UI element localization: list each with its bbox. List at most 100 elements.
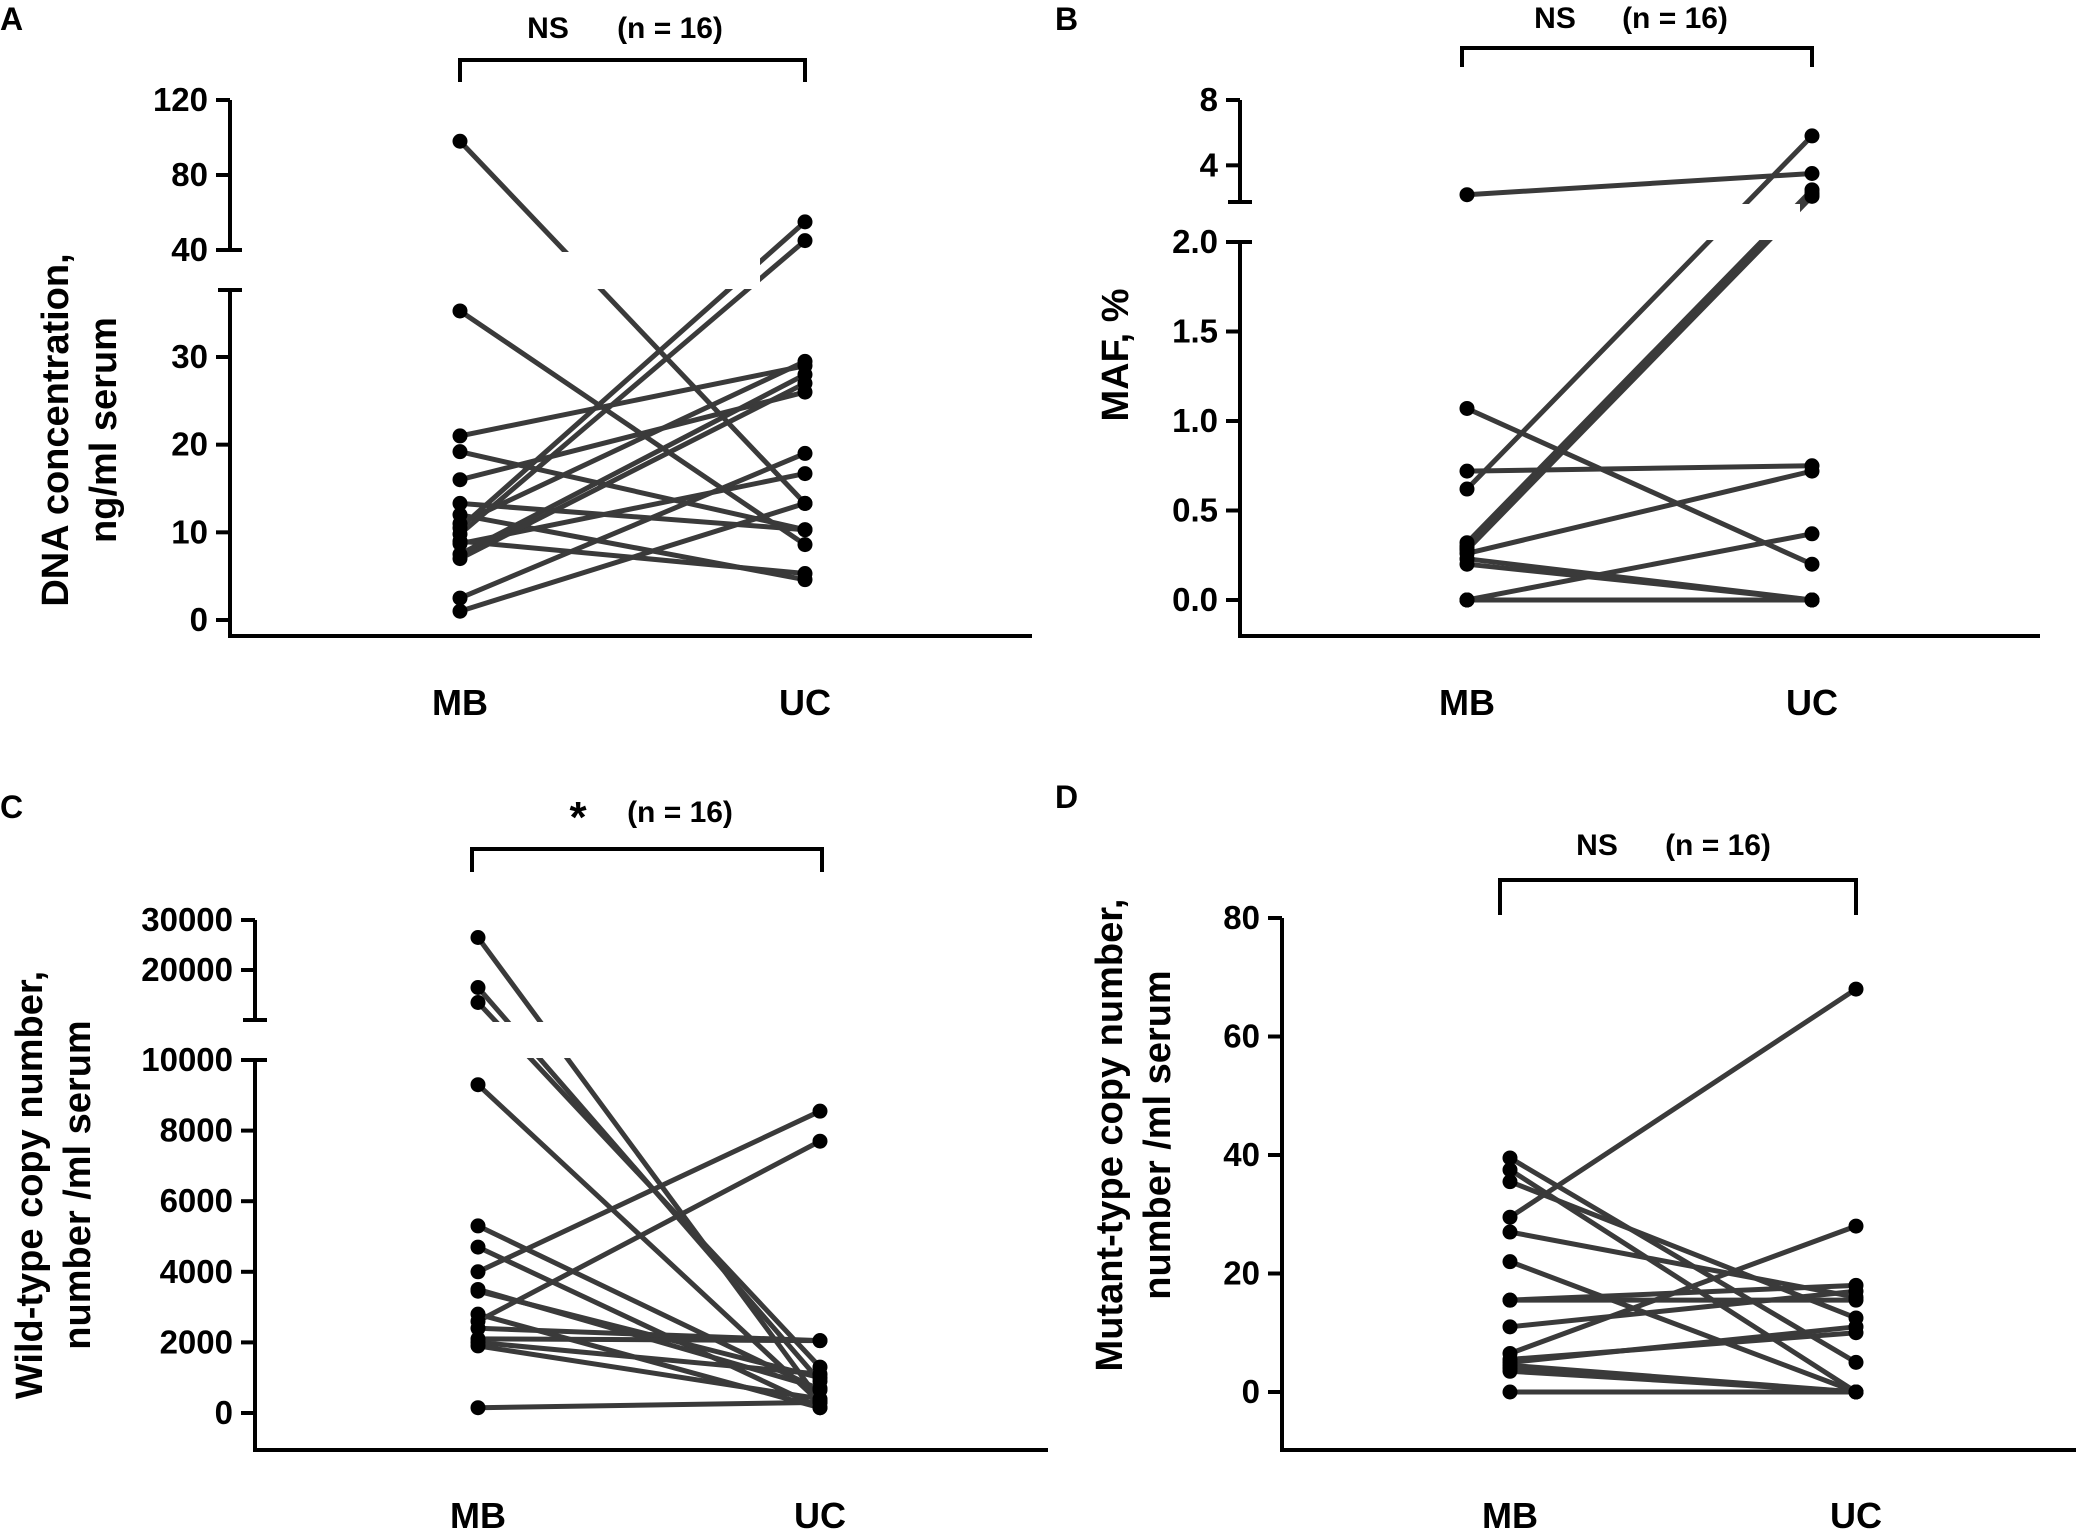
point-c-16-mb (470, 1400, 486, 1416)
break-gap-b (1470, 204, 1800, 240)
points-b (1459, 128, 1820, 608)
point-c-6-mb (470, 1239, 486, 1255)
pair-line-b-8 (1465, 194, 1814, 552)
point-a-6-uc (797, 522, 813, 538)
axis-title-c-line-2: number /ml serum (57, 1020, 99, 1349)
pair-line-b-1 (1466, 171, 1813, 198)
pair-line-d-4 (1508, 987, 1858, 1220)
point-b-11-mb (1459, 556, 1475, 572)
pair-line-a-1 (458, 139, 807, 506)
point-c-11-uc (812, 1133, 828, 1149)
point-a-10-uc (797, 233, 813, 249)
category-label-d-uc: UC (1830, 1495, 1882, 1531)
pair-line-c-11 (476, 1138, 822, 1324)
y-tick-label-c-6: 20000 (141, 951, 233, 988)
pair-line-d-1 (1508, 1155, 1858, 1365)
pair-line-c-13 (477, 1336, 821, 1344)
point-c-9-mb (470, 1283, 486, 1299)
significance-label-a: NS (527, 12, 569, 45)
point-d-9-uc (1848, 1283, 1864, 1299)
axes-d (1280, 918, 2076, 1452)
significance-bracket-d: NS (n = 16) (1498, 829, 1858, 915)
point-a-12-uc (797, 466, 813, 482)
point-d-1-uc (1848, 1354, 1864, 1370)
point-c-7-mb (470, 1264, 486, 1280)
panel-letter-c: C (0, 789, 23, 825)
axis-title-d-line-1: Mutant-type copy number, (1089, 899, 1131, 1372)
y-tick-label-d-3: 60 (1223, 1018, 1260, 1055)
point-b-4-mb (1459, 481, 1475, 497)
point-a-14-mb (452, 551, 468, 567)
significance-bracket-c: * (n = 16) (470, 793, 824, 872)
y-tick-label-c-0: 0 (215, 1394, 233, 1431)
y-tick-label-a-4: 40 (171, 231, 208, 268)
y-tick-label-a-2: 20 (171, 426, 208, 463)
y-tick-label-d-4: 80 (1223, 899, 1260, 936)
significance-label-b: NS (1534, 2, 1576, 35)
point-b-1-mb (1459, 187, 1475, 203)
point-a-1-mb (452, 133, 468, 149)
n-label-c: (n = 16) (627, 796, 733, 829)
y-tick-label-a-1: 10 (171, 513, 208, 550)
significance-label-d: NS (1576, 829, 1618, 862)
pair-line-b-9 (1466, 468, 1813, 556)
y-tick-label-b-4: 2.0 (1172, 223, 1218, 260)
pair-line-b-3 (1466, 463, 1813, 474)
y-tick-label-c-4: 8000 (160, 1112, 233, 1149)
point-d-4-uc (1848, 981, 1864, 997)
pair-line-c-1 (475, 936, 823, 1403)
n-label-b: (n = 16) (1622, 2, 1728, 35)
bracket-line-a (458, 58, 807, 82)
pair-line-a-13 (458, 372, 807, 557)
y-tick-label-b-0: 0.0 (1172, 581, 1218, 618)
bracket-line-d (1498, 878, 1858, 915)
y-ticks-a: 0 10 20 30 40 80 120 (153, 81, 230, 638)
pair-line-c-4 (476, 1082, 822, 1405)
pair-line-a-3 (459, 363, 806, 439)
y-ticks-b: 0.0 0.5 1.0 1.5 2.0 4 8 (1172, 81, 1240, 618)
points-c (470, 930, 828, 1416)
point-a-6-mb (452, 495, 468, 511)
pair-line-a-6 (459, 500, 806, 533)
point-a-4-mb (452, 444, 468, 460)
point-c-1-mb (470, 930, 486, 945)
panel-c: C Wild-type copy number, number /ml seru… (0, 789, 1048, 1531)
y-ticks-d: 0 20 40 60 80 (1223, 899, 1282, 1410)
point-d-12-uc (1848, 1319, 1864, 1335)
panel-letter-b: B (1055, 1, 1078, 37)
y-tick-label-b-1: 0.5 (1172, 492, 1218, 529)
pair-line-c-7 (476, 1108, 822, 1275)
y-tick-label-b-2: 1.0 (1172, 402, 1218, 439)
point-a-14-uc (797, 375, 813, 391)
point-d-5-mb (1502, 1224, 1518, 1240)
point-a-3-mb (452, 428, 468, 444)
point-b-4-uc (1804, 128, 1820, 144)
panel-letter-d: D (1055, 779, 1078, 815)
category-label-b-mb: MB (1439, 682, 1495, 723)
point-c-5-mb (470, 1218, 486, 1234)
point-c-15-mb (470, 1338, 486, 1354)
point-a-2-mb (452, 303, 468, 319)
points-a (452, 133, 813, 619)
point-d-6-mb (1502, 1254, 1518, 1270)
pair-line-b-12 (1466, 531, 1813, 603)
n-label-d: (n = 16) (1665, 829, 1771, 862)
axes-b (1228, 100, 2040, 638)
y-tick-label-c-7: 30000 (141, 901, 233, 938)
pair-lines-a (458, 139, 807, 614)
panel-a: A DNA concentration, ng/ml serum NS (n =… (0, 1, 1032, 723)
n-label-a: (n = 16) (617, 12, 723, 45)
point-d-15-mb (1502, 1363, 1518, 1379)
point-d-16-uc (1848, 1384, 1864, 1400)
point-d-8-mb (1502, 1292, 1518, 1308)
pair-line-a-15 (459, 451, 806, 601)
axis-title-d: Mutant-type copy number, number /ml seru… (1089, 899, 1179, 1372)
point-c-14-uc (812, 1366, 828, 1382)
y-tick-label-d-0: 0 (1242, 1373, 1260, 1410)
point-d-10-uc (1848, 1218, 1864, 1234)
point-d-1-mb (1502, 1150, 1518, 1166)
point-d-3-mb (1502, 1174, 1518, 1190)
category-label-c-mb: MB (450, 1495, 506, 1531)
point-d-4-mb (1502, 1209, 1518, 1225)
pair-line-d-15 (1509, 1368, 1857, 1395)
